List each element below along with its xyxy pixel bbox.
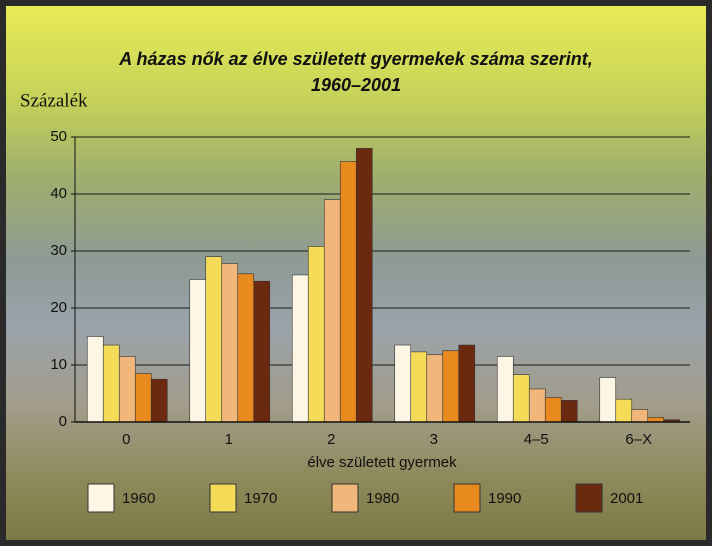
bar	[496, 356, 514, 423]
x-tick-label: 3	[430, 431, 438, 448]
bar	[394, 344, 412, 423]
x-tick-label: 6–X	[625, 431, 652, 448]
bar	[410, 351, 428, 423]
bar	[560, 400, 578, 423]
legend-label: 1970	[244, 490, 277, 507]
bar	[102, 344, 120, 423]
x-tick-label: 4–5	[524, 431, 549, 448]
legend-swatch	[331, 483, 359, 513]
bar	[134, 373, 152, 423]
legend-label: 1980	[366, 490, 399, 507]
bar	[253, 280, 271, 423]
y-tick-label: 10	[50, 356, 67, 373]
bar	[237, 273, 255, 423]
legend-swatch	[575, 483, 603, 513]
bar	[291, 274, 309, 423]
bar	[86, 336, 104, 423]
bar	[323, 199, 341, 423]
bar	[426, 354, 444, 423]
bar	[189, 279, 207, 423]
x-tick-label: 1	[225, 431, 233, 448]
legend-swatch	[453, 483, 481, 513]
x-axis-title: élve született gyermek	[307, 454, 457, 471]
chart-title: 1960–2001	[311, 75, 401, 95]
bar	[150, 378, 168, 423]
y-tick-label: 40	[50, 185, 67, 202]
bar	[339, 161, 357, 423]
y-tick-label: 50	[50, 128, 67, 145]
legend-swatch	[87, 483, 115, 513]
y-axis-title: Százalék	[20, 90, 88, 111]
bar	[118, 356, 136, 423]
y-tick-label: 20	[50, 299, 67, 316]
bar	[221, 263, 239, 423]
x-tick-label: 2	[327, 431, 335, 448]
bar	[631, 409, 649, 423]
legend-label: 1990	[488, 490, 521, 507]
bar	[544, 397, 562, 423]
y-tick-label: 0	[59, 413, 67, 430]
bar	[528, 388, 546, 423]
bar	[615, 398, 633, 423]
bar	[307, 246, 325, 423]
legend-swatch	[209, 483, 237, 513]
bar	[442, 350, 460, 423]
legend-label: 1960	[122, 490, 155, 507]
chart-title: A házas nők az élve született gyermekek …	[118, 49, 593, 69]
bar	[599, 377, 617, 423]
y-tick-label: 30	[50, 242, 67, 259]
bar	[205, 256, 223, 423]
x-tick-label: 0	[122, 431, 130, 448]
bar	[355, 148, 373, 423]
bar	[512, 374, 530, 423]
legend-label: 2001	[610, 490, 643, 507]
bar	[458, 344, 476, 423]
